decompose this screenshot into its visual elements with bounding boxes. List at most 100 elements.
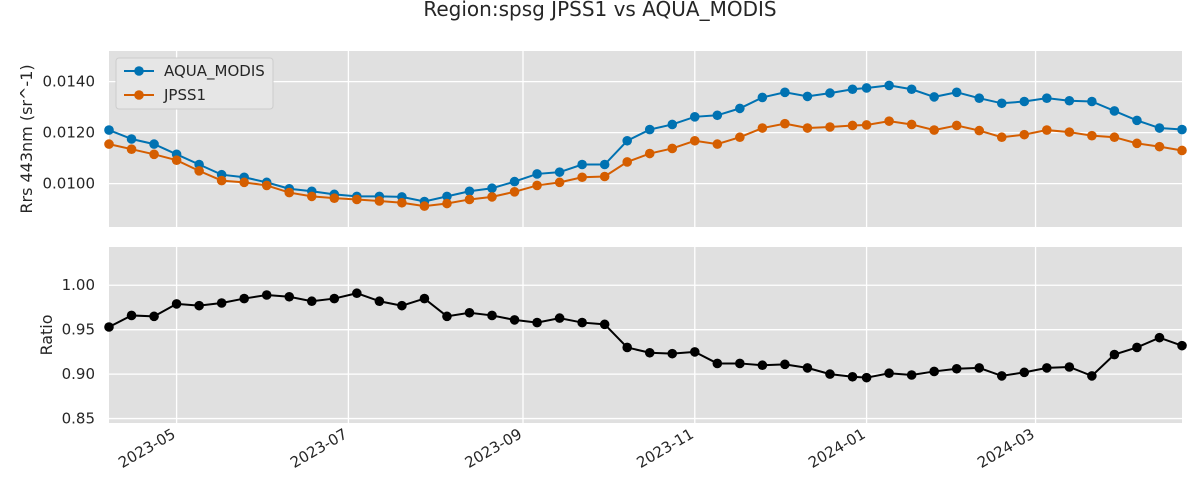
- data-point: [442, 198, 452, 209]
- data-point: [442, 191, 452, 202]
- data-point: [622, 157, 632, 167]
- data-point: [951, 120, 962, 131]
- data-point: [861, 372, 872, 383]
- data-point: [1042, 93, 1052, 103]
- data-point: [757, 123, 768, 133]
- data-point: [216, 298, 227, 308]
- data-point: [1087, 371, 1097, 381]
- data-point: [622, 342, 632, 353]
- data-point: [757, 92, 768, 103]
- data-point: [487, 192, 497, 202]
- data-point: [861, 83, 872, 93]
- x-tick-label: 2024-03: [974, 425, 1037, 472]
- data-point: [464, 307, 475, 318]
- data-point: [622, 135, 632, 146]
- legend-label: JPSS1: [163, 86, 206, 104]
- data-point: [1109, 106, 1120, 116]
- data-point: [735, 132, 745, 143]
- data-point: [149, 139, 159, 149]
- x-tick-label: 2023-09: [462, 425, 525, 472]
- data-point: [532, 317, 542, 328]
- upper-rrs-panel: 0.0100 0.0120 0.0140 Rrs 443nm (sr^-1) AQUA_…: [17, 51, 1187, 227]
- data-point: [397, 300, 407, 311]
- data-point: [487, 183, 497, 194]
- data-point: [906, 119, 917, 130]
- data-point: [1109, 132, 1120, 143]
- data-point: [464, 186, 475, 197]
- data-point: [996, 132, 1007, 143]
- data-point: [712, 358, 723, 369]
- data-point: [906, 84, 917, 95]
- data-point: [780, 359, 790, 370]
- data-point: [104, 322, 114, 332]
- data-point: [802, 123, 813, 133]
- data-point: [352, 194, 362, 205]
- data-point: [126, 144, 137, 155]
- data-point: [149, 149, 159, 160]
- data-point: [1064, 127, 1075, 137]
- x-tick-label: 2023-07: [287, 425, 350, 472]
- y-axis-label: Rrs 443nm (sr^-1): [17, 64, 36, 213]
- data-point: [599, 319, 610, 330]
- data-point: [1064, 95, 1075, 106]
- plot-background: [109, 247, 1182, 423]
- data-point: [884, 116, 894, 126]
- legend: AQUA_MODIS JPSS1: [115, 57, 274, 110]
- data-point: [974, 363, 985, 373]
- data-point: [1064, 362, 1075, 372]
- data-point: [419, 201, 430, 211]
- data-point: [861, 120, 872, 130]
- legend-marker: [134, 90, 144, 100]
- data-point: [802, 91, 813, 102]
- data-point: [1019, 129, 1030, 140]
- data-point: [532, 169, 542, 179]
- legend-label: AQUA_MODIS: [164, 62, 265, 81]
- data-point: [329, 193, 340, 203]
- chart-title: Region:spsg JPSS1 vs AQUA_MODIS: [423, 0, 776, 21]
- data-point: [1154, 141, 1165, 152]
- data-point: [1132, 342, 1142, 353]
- data-point: [712, 139, 723, 149]
- data-point: [171, 299, 182, 309]
- x-tick-label: 2023-05: [115, 425, 178, 472]
- data-point: [261, 290, 272, 300]
- data-point: [1154, 123, 1165, 133]
- data-point: [644, 148, 655, 159]
- legend-box: [115, 57, 274, 110]
- data-point: [884, 368, 894, 379]
- data-point: [1087, 130, 1097, 141]
- data-point: [352, 288, 362, 299]
- data-point: [802, 363, 813, 373]
- data-point: [996, 98, 1007, 109]
- data-point: [171, 155, 182, 165]
- data-point: [306, 191, 317, 202]
- data-point: [689, 347, 700, 357]
- data-point: [599, 171, 610, 182]
- data-point: [712, 110, 723, 121]
- data-point: [689, 112, 700, 122]
- data-point: [667, 119, 678, 130]
- data-point: [442, 311, 452, 322]
- data-point: [689, 135, 700, 146]
- y-tick-label: 0.95: [62, 321, 95, 339]
- data-point: [906, 370, 917, 380]
- data-point: [951, 87, 962, 98]
- data-point: [194, 300, 204, 311]
- data-point: [509, 187, 520, 197]
- x-axis-tick-labels: 2023-05 2023-07 2023-09 2023-11 2024-01 2024-…: [115, 425, 1037, 472]
- data-point: [929, 92, 939, 102]
- data-point: [1042, 125, 1052, 135]
- data-point: [194, 166, 204, 176]
- data-point: [847, 120, 858, 131]
- data-point: [149, 311, 159, 322]
- data-point: [974, 125, 985, 136]
- data-point: [329, 293, 340, 304]
- data-point: [554, 313, 565, 323]
- data-point: [464, 194, 475, 205]
- x-tick-label: 2023-11: [633, 425, 696, 472]
- data-point: [374, 296, 385, 307]
- data-point: [929, 366, 939, 377]
- data-point: [1177, 145, 1187, 156]
- data-point: [1087, 96, 1097, 107]
- data-point: [554, 167, 565, 177]
